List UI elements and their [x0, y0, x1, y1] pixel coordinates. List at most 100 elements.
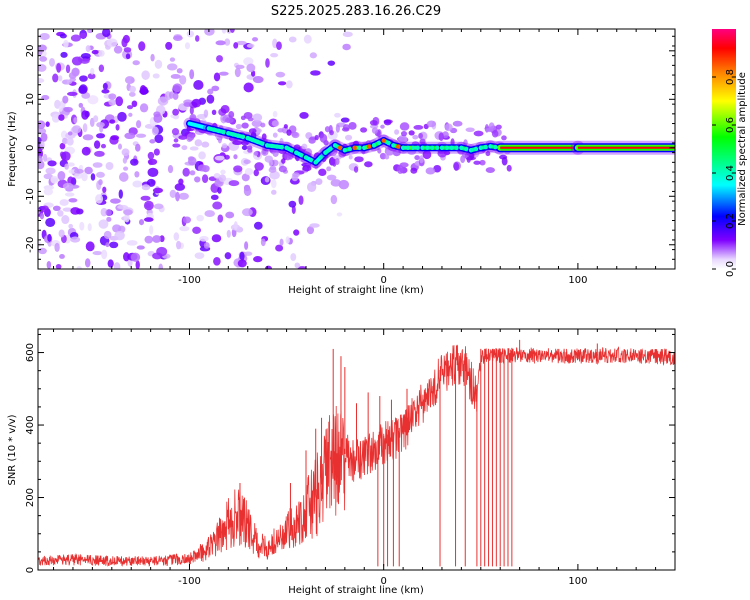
noise-blob: [117, 111, 127, 122]
carrier-dot: [449, 145, 454, 150]
noise-blob: [465, 127, 475, 133]
noise-blob: [306, 182, 317, 193]
noise-blob: [233, 221, 238, 231]
noise-blob: [184, 42, 191, 50]
noise-blob: [123, 166, 129, 171]
noise-blob: [244, 167, 254, 176]
noise-blob: [224, 252, 232, 260]
noise-blob: [329, 130, 334, 136]
noise-blob: [225, 117, 234, 124]
noise-blob: [294, 262, 301, 269]
carrier-dot: [444, 145, 450, 150]
noise-blob: [67, 131, 73, 136]
noise-blob: [193, 79, 204, 90]
noise-blob: [141, 70, 150, 80]
noise-blob: [147, 151, 155, 160]
noise-blob: [115, 124, 120, 131]
noise-blob: [217, 214, 224, 223]
noise-blob: [107, 259, 114, 268]
colorbar: 0.0 0.2 0.4 0.6 0.8 Normalized spectral ampl…: [712, 29, 748, 277]
noise-blob: [233, 42, 239, 49]
noise-blob: [233, 165, 243, 173]
noise-blob: [62, 182, 74, 190]
noise-blob: [319, 133, 328, 143]
noise-blob: [271, 189, 277, 195]
noise-blob: [364, 161, 373, 168]
colorbar-label: Normalized spectral amplitude: [737, 72, 748, 226]
noise-blob: [183, 102, 192, 107]
noise-blob: [360, 127, 368, 133]
noise-blob: [438, 132, 444, 141]
noise-blob: [220, 169, 226, 175]
carrier-dot: [483, 144, 488, 150]
noise-blob: [63, 106, 73, 113]
noise-blob: [285, 236, 290, 244]
spectrogram-x-label: Height of straight line (km): [288, 285, 424, 296]
noise-blob: [348, 154, 353, 160]
noise-blob: [121, 148, 130, 157]
noise-blob: [131, 100, 138, 108]
carrier-dot: [216, 128, 221, 134]
carrier-dot: [342, 148, 348, 153]
noise-blob: [58, 229, 65, 238]
noise-blob: [94, 150, 105, 157]
noise-blob: [154, 59, 163, 69]
carrier-dot: [434, 145, 440, 150]
noise-blob: [189, 113, 197, 122]
carrier-dot: [274, 144, 280, 149]
carrier-dot: [420, 145, 425, 150]
noise-blob: [241, 208, 253, 217]
noise-blob: [50, 175, 59, 184]
noise-blob: [81, 146, 91, 156]
noise-blob: [56, 62, 62, 73]
carrier-dot: [313, 160, 318, 165]
carrier-dot: [352, 145, 357, 150]
noise-blob: [353, 166, 359, 173]
noise-blob: [46, 261, 52, 269]
carrier-dot: [381, 138, 386, 143]
noise-blob: [264, 155, 274, 163]
noise-blob: [38, 247, 47, 255]
noise-blob: [102, 186, 107, 193]
noise-blob: [218, 71, 229, 76]
noise-blob: [42, 153, 48, 162]
carrier-dot: [464, 146, 469, 152]
carrier-dot: [294, 150, 299, 155]
noise-blob: [422, 150, 432, 160]
noise-blob: [326, 166, 332, 172]
noise-blob: [501, 135, 507, 141]
carrier-dot: [405, 145, 411, 150]
carrier-dot: [260, 141, 265, 146]
noise-blob: [169, 91, 174, 99]
noise-blob: [38, 155, 43, 164]
noise-blob: [195, 35, 200, 42]
noise-blob: [241, 173, 250, 182]
noise-blob: [68, 198, 78, 203]
noise-blob: [348, 121, 357, 130]
noise-blob: [203, 109, 209, 118]
noise-blob: [117, 204, 128, 210]
carrier-dot: [269, 143, 275, 149]
noise-blob: [65, 64, 71, 74]
noise-blob: [96, 171, 105, 178]
noise-blob: [113, 262, 121, 269]
noise-blob: [495, 124, 502, 130]
noise-blob: [106, 216, 112, 222]
noise-blob: [47, 233, 52, 242]
noise-blob: [102, 82, 108, 90]
noise-blob: [473, 130, 484, 137]
noise-blob: [414, 155, 420, 161]
noise-blob: [212, 201, 223, 210]
noise-blob: [72, 125, 82, 134]
spectrogram-marks: [38, 29, 675, 269]
carrier-dot: [493, 144, 498, 150]
noise-blob: [221, 29, 227, 34]
noise-blob: [463, 139, 468, 147]
x-tick-label: 100: [568, 576, 587, 587]
noise-blob: [488, 122, 495, 130]
noise-blob: [236, 40, 247, 46]
noise-blob: [64, 163, 69, 170]
noise-blob: [169, 57, 176, 62]
noise-blob: [241, 122, 249, 129]
noise-blob: [109, 119, 116, 124]
